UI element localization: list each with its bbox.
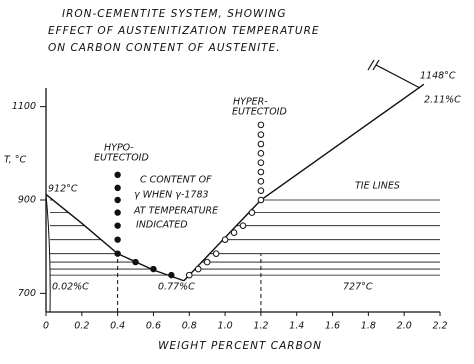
- annotation: 0.77%C: [158, 282, 195, 293]
- point: [257, 168, 265, 176]
- annotation: TIE LINES: [355, 181, 400, 192]
- point: [114, 209, 121, 216]
- point: [114, 236, 121, 243]
- solvus: [45, 194, 51, 313]
- annotation: 727°C: [343, 282, 373, 293]
- point: [114, 196, 121, 204]
- y-axis-label: T, °C: [4, 155, 26, 166]
- point: [114, 184, 121, 192]
- point: [114, 222, 121, 229]
- point: [257, 187, 265, 194]
- y-tick-label: 900: [18, 195, 36, 206]
- annotation: EUTECTOID: [232, 107, 287, 118]
- annotation: γ WHEN γ-1783: [134, 190, 209, 201]
- annotation: 1148°C: [420, 71, 456, 82]
- break-mark: [367, 59, 421, 89]
- x-tick-label: 0.6: [146, 321, 161, 332]
- point: [239, 222, 247, 229]
- x-tick-label: 1.4: [289, 321, 304, 332]
- point: [168, 271, 175, 279]
- point: [257, 178, 265, 185]
- y-tick-label: 1100: [12, 101, 36, 112]
- annotation: INDICATED: [136, 220, 188, 231]
- title-line: EFFECT OF AUSTENITIZATION TEMPERATURE: [48, 25, 320, 37]
- point: [212, 250, 220, 257]
- title-line: ON CARBON CONTENT OF AUSTENITE.: [48, 42, 281, 54]
- annotation: EUTECTOID: [94, 153, 149, 164]
- x-tick-label: 0: [43, 321, 49, 332]
- annotation: HYPO-: [104, 143, 134, 154]
- point: [257, 121, 265, 129]
- annotation: 0.02%C: [52, 282, 89, 293]
- point: [257, 140, 265, 148]
- x-tick-label: 0.4: [110, 321, 125, 332]
- point: [185, 271, 193, 279]
- point: [248, 209, 256, 216]
- point: [132, 258, 139, 266]
- x-tick-label: 0.8: [182, 321, 197, 332]
- point: [114, 171, 121, 178]
- x-tick-label: 1.8: [361, 321, 376, 332]
- annotation: 2.11%C: [424, 95, 461, 106]
- point: [230, 229, 238, 236]
- annotation: AT TEMPERATURE: [133, 206, 218, 217]
- x-tick-label: 1.6: [325, 321, 340, 332]
- point: [114, 250, 121, 257]
- x-tick-label: 2.0: [397, 321, 412, 332]
- point: [257, 196, 265, 204]
- title-line: IRON-CEMENTITE SYSTEM, SHOWING: [62, 8, 287, 20]
- annotation: 912°C: [48, 184, 78, 195]
- point: [221, 236, 229, 243]
- annotation: C CONTENT OF: [140, 175, 212, 186]
- x-tick-label: 0.2: [74, 321, 89, 332]
- x-tick-label: 1.0: [218, 321, 233, 332]
- point: [194, 265, 202, 273]
- x-tick-label: 2.2: [432, 321, 447, 332]
- point: [257, 131, 265, 138]
- y-tick-label: 700: [18, 288, 36, 299]
- annotation: HYPER-: [233, 97, 268, 108]
- x-tick-label: 1.2: [253, 321, 268, 332]
- point: [257, 150, 265, 157]
- x-axis-label: WEIGHT PERCENT CARBON: [158, 340, 322, 352]
- point: [257, 159, 265, 166]
- point: [150, 265, 157, 273]
- point: [203, 258, 211, 266]
